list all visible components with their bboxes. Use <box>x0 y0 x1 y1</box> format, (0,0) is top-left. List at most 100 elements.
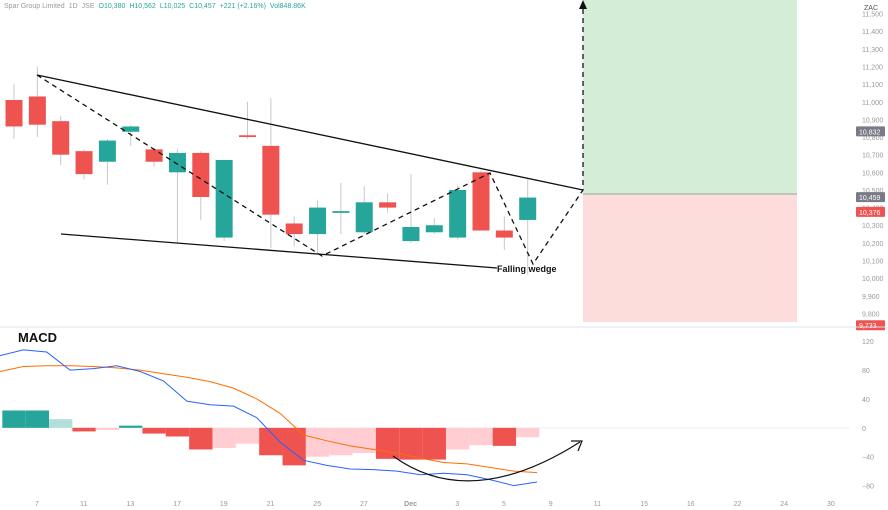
macd-axis: 120 80 40 0 −40 −80 <box>0 339 874 491</box>
macd-tick-label: −40 <box>862 455 874 462</box>
price-badge-label: 10,376 <box>859 210 881 217</box>
candle-down <box>5 100 23 127</box>
macd-title: MACD <box>18 330 57 345</box>
candle-down <box>472 172 490 231</box>
time-tick-label: 5 <box>502 501 506 508</box>
price-badge <box>856 126 885 137</box>
candle-down <box>285 223 303 235</box>
histogram-bar <box>445 427 470 450</box>
histogram-bar <box>119 425 143 428</box>
candle-down <box>262 145 280 215</box>
time-tick-label: Dec <box>404 501 417 508</box>
arrowhead-up <box>579 0 587 9</box>
macd-tick-label: 80 <box>862 368 870 375</box>
time-tick-label: 13 <box>127 501 135 508</box>
interval: 1D <box>68 3 78 10</box>
price-tick-label: 10,200 <box>862 241 884 248</box>
price-badge-label: 10,459 <box>859 195 881 202</box>
candle-down <box>379 202 397 208</box>
wedge-upper-line <box>36 74 584 191</box>
time-tick-label: 17 <box>173 501 181 508</box>
time-tick-label: 25 <box>313 501 321 508</box>
candle-up <box>519 197 537 220</box>
low-value: L10,025 <box>159 3 186 10</box>
price-tick-label: 11,000 <box>862 100 883 107</box>
price-tick-label: 10,000 <box>862 276 884 283</box>
time-tick-label: 11 <box>80 501 87 508</box>
price-tick-label: 10,700 <box>862 153 884 160</box>
symbol-name: Spar Group Limited <box>4 3 65 10</box>
candle-down <box>239 135 256 138</box>
macd-tick-label: −80 <box>862 484 874 491</box>
price-tick-label: 10,100 <box>862 259 884 266</box>
high-value: H10,562 <box>129 3 156 10</box>
histogram-bar <box>212 427 236 449</box>
candle-down <box>192 152 210 198</box>
curved-arrow <box>392 441 581 482</box>
time-tick-label: 19 <box>220 501 228 508</box>
price-badge <box>856 320 885 331</box>
histogram-bar <box>492 427 517 446</box>
wedge-drawing: Falling wedge <box>36 0 587 274</box>
candle-up <box>168 152 186 173</box>
macd-histogram <box>2 410 540 466</box>
histogram-bar <box>399 427 423 460</box>
time-tick-label: 30 <box>827 501 835 508</box>
histogram-bar <box>329 427 353 456</box>
currency-label: ZAC <box>864 5 878 12</box>
histogram-bar <box>189 427 213 450</box>
histogram-bar <box>469 427 493 446</box>
histogram-bar <box>516 427 540 438</box>
candle-up <box>98 140 116 162</box>
time-tick-label: 7 <box>35 501 39 508</box>
wedge-zigzag <box>36 2 584 266</box>
candle-down <box>145 149 163 162</box>
price-tick-label: 10,300 <box>862 223 884 230</box>
macd-tick-label: 120 <box>862 339 874 346</box>
candle-up <box>122 126 140 132</box>
candle-up <box>425 225 443 233</box>
volume-value: Vol848.86K <box>269 3 306 10</box>
candle-down <box>495 230 513 238</box>
signal-line <box>0 365 538 474</box>
histogram-bar <box>72 427 96 432</box>
time-tick-label: 3 <box>455 501 459 508</box>
time-tick-label: 21 <box>267 501 275 508</box>
price-tick-label: 9,900 <box>862 294 880 301</box>
histogram-bar <box>282 427 306 466</box>
time-tick-label: 27 <box>360 501 368 508</box>
candle-up <box>309 207 327 235</box>
exchange: JSE <box>81 3 95 10</box>
price-tick-label: 9,800 <box>862 311 880 318</box>
candle-up <box>355 202 373 233</box>
time-axis: 7 11 13 17 19 21 25 27 Dec 3 5 9 11 15 16 22 24 30 <box>35 501 835 508</box>
macd-line <box>0 349 538 487</box>
histogram-bar <box>305 427 330 457</box>
symbol-header: Spar Group Limited 1D JSE O10,380 H10,562 L10… <box>4 3 310 10</box>
macd-tick-label: 0 <box>862 426 866 433</box>
histogram-bar <box>235 427 260 444</box>
wedge-lower-line <box>60 233 498 269</box>
open-value: O10,380 <box>98 3 126 10</box>
histogram-bar <box>2 410 26 428</box>
price-badge <box>856 206 885 217</box>
price-tick-label: 11,400 <box>862 29 883 36</box>
price-axis: 9,8009,90010,00010,10010,20010,30010,400… <box>856 12 885 331</box>
candle-up <box>449 189 467 238</box>
macd-tick-label: 40 <box>862 397 870 404</box>
price-tick-label: 11,300 <box>862 47 883 54</box>
histogram-bar <box>259 427 283 456</box>
histogram-bar <box>142 427 166 434</box>
time-tick-label: 11 <box>594 501 601 508</box>
price-tick-label: 10,500 <box>862 188 884 195</box>
time-tick-label: 24 <box>780 501 788 508</box>
candle-up <box>332 211 350 213</box>
price-badge <box>856 192 885 203</box>
change-value: +221 (+2.16%) <box>219 3 266 10</box>
histogram-bar <box>95 427 120 430</box>
price-tick-label: 11,100 <box>862 82 883 89</box>
candle-up <box>215 159 233 238</box>
time-tick-label: 22 <box>734 501 742 508</box>
histogram-bar <box>422 427 446 460</box>
close-value: C10,457 <box>189 3 216 10</box>
